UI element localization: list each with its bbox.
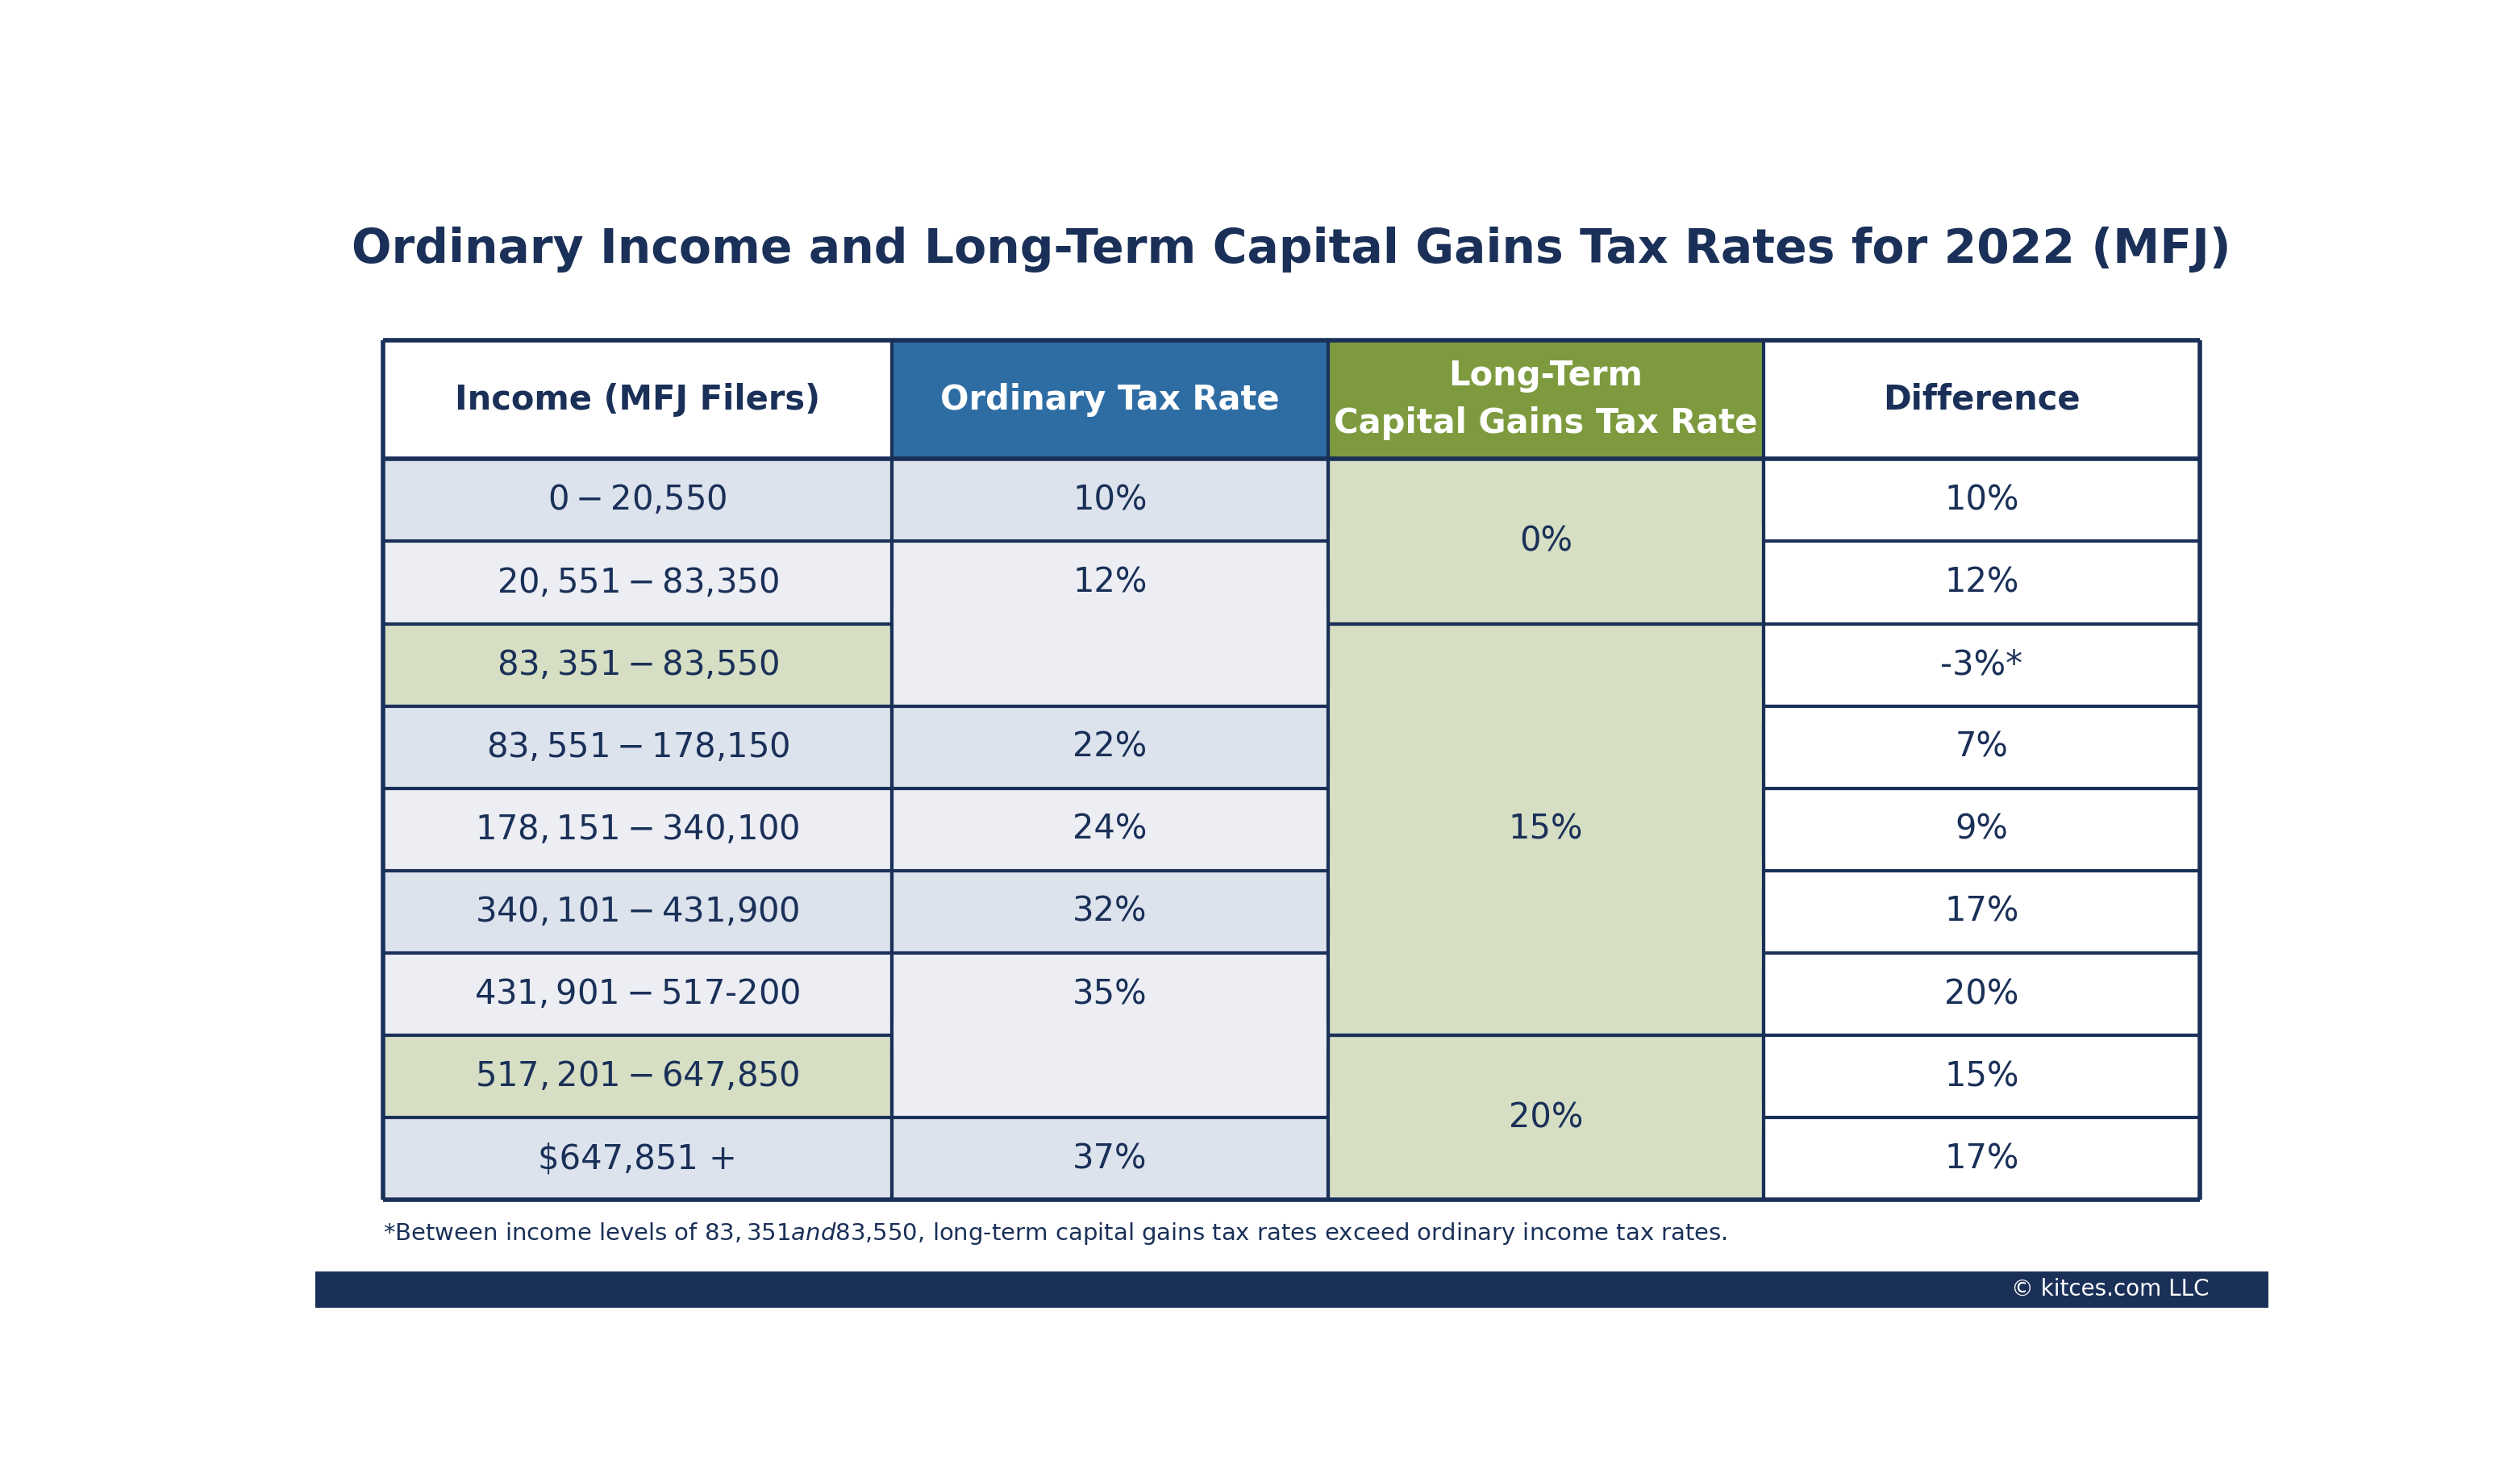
Bar: [1328, 1036, 1764, 1118]
Bar: [892, 871, 1328, 953]
Text: $517,201 - $647,850: $517,201 - $647,850: [476, 1059, 799, 1093]
Bar: [1328, 771, 1764, 805]
Text: 35%: 35%: [1074, 977, 1147, 1011]
Text: $0 - $20,550: $0 - $20,550: [547, 483, 728, 517]
Bar: [892, 341, 1328, 458]
Text: $647,851 +: $647,851 +: [539, 1141, 738, 1175]
Text: 37%: 37%: [1074, 1141, 1147, 1175]
Bar: [383, 1036, 892, 1118]
Text: 10%: 10%: [1945, 483, 2019, 517]
Bar: [1328, 1118, 1764, 1200]
Bar: [1764, 953, 2200, 1036]
Text: $20,551 - $83,350: $20,551 - $83,350: [496, 566, 779, 599]
Bar: [383, 1118, 892, 1200]
Bar: [1328, 789, 1764, 871]
Text: 0%: 0%: [1520, 524, 1572, 558]
Bar: [892, 607, 1328, 640]
Text: Ordinary Tax Rate: Ordinary Tax Rate: [940, 383, 1280, 417]
Text: $431,901 - $517-200: $431,901 - $517-200: [474, 977, 801, 1011]
Text: Income (MFJ Filers): Income (MFJ Filers): [456, 383, 822, 417]
Bar: [1764, 624, 2200, 707]
Text: 20%: 20%: [1945, 977, 2019, 1011]
Bar: [892, 1118, 1328, 1200]
Bar: [1764, 707, 2200, 789]
Text: 10%: 10%: [1074, 483, 1147, 517]
Text: 20%: 20%: [1509, 1100, 1583, 1134]
Bar: [1328, 460, 1764, 542]
Bar: [1328, 953, 1764, 1036]
Bar: [892, 624, 1328, 707]
Text: Ordinary Income and Long-Term Capital Gains Tax Rates for 2022 (MFJ): Ordinary Income and Long-Term Capital Ga…: [353, 226, 2230, 273]
Text: 15%: 15%: [1509, 812, 1583, 846]
Text: © kitces.com LLC: © kitces.com LLC: [2011, 1278, 2210, 1300]
Bar: [383, 542, 892, 624]
Bar: [1764, 789, 2200, 871]
Bar: [1328, 936, 1764, 970]
Bar: [892, 1036, 1328, 1118]
Bar: [1328, 871, 1764, 953]
Text: $83,551 - $178,150: $83,551 - $178,150: [486, 730, 789, 764]
Bar: [1328, 524, 1764, 558]
Text: 32%: 32%: [1074, 895, 1147, 928]
Text: 12%: 12%: [1074, 566, 1147, 599]
Bar: [892, 1018, 1328, 1052]
Bar: [1764, 341, 2200, 458]
Bar: [1328, 689, 1764, 723]
Bar: [383, 460, 892, 542]
Bar: [1764, 1118, 2200, 1200]
Bar: [892, 789, 1328, 871]
Bar: [1328, 624, 1764, 707]
Bar: [1764, 871, 2200, 953]
Bar: [1764, 1036, 2200, 1118]
Bar: [1328, 1100, 1764, 1134]
Bar: [1328, 707, 1764, 789]
Bar: [383, 624, 892, 707]
Bar: [383, 789, 892, 871]
Bar: [383, 871, 892, 953]
Text: 9%: 9%: [1956, 812, 2008, 846]
Bar: [892, 542, 1328, 624]
Text: 7%: 7%: [1956, 730, 2008, 764]
Text: 17%: 17%: [1945, 1141, 2019, 1175]
Text: Long-Term
Capital Gains Tax Rate: Long-Term Capital Gains Tax Rate: [1333, 358, 1756, 441]
Bar: [892, 953, 1328, 1036]
Bar: [892, 707, 1328, 789]
Bar: [1328, 853, 1764, 887]
Text: $83,351 - $83,550: $83,351 - $83,550: [496, 648, 779, 682]
Text: *Between income levels of $83,351 and $83,550, long-term capital gains tax rates: *Between income levels of $83,351 and $8…: [383, 1221, 1729, 1246]
Text: $178,151 - $340,100: $178,151 - $340,100: [476, 812, 799, 846]
Text: 22%: 22%: [1074, 730, 1147, 764]
Bar: [1328, 542, 1764, 624]
Bar: [383, 953, 892, 1036]
Bar: [383, 341, 892, 458]
Text: 12%: 12%: [1945, 566, 2019, 599]
Text: Difference: Difference: [1882, 383, 2082, 417]
Text: 15%: 15%: [1945, 1059, 2019, 1093]
Bar: [383, 707, 892, 789]
Bar: [1764, 542, 2200, 624]
Bar: [1328, 341, 1764, 458]
Bar: [1764, 460, 2200, 542]
Bar: [315, 1271, 2268, 1307]
Text: 17%: 17%: [1945, 895, 2019, 928]
Text: 24%: 24%: [1074, 812, 1147, 846]
Text: -3%*: -3%*: [1940, 648, 2024, 682]
Text: $340,101 - $431,900: $340,101 - $431,900: [476, 895, 799, 928]
Bar: [892, 460, 1328, 542]
